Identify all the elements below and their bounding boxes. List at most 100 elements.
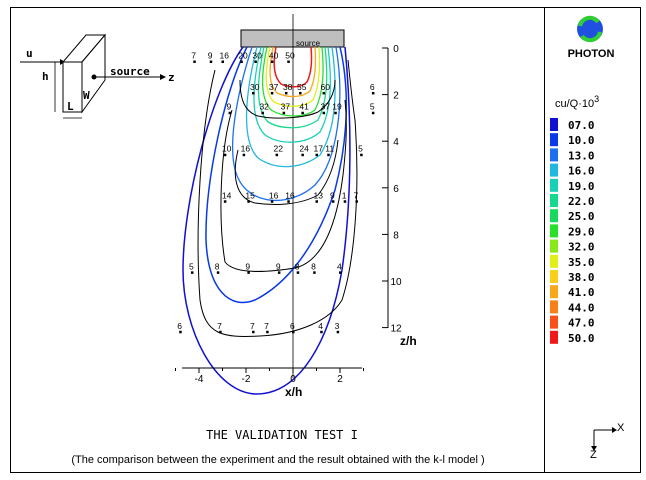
x-tick-label: 2 (337, 374, 343, 385)
measurement-value: 11 (325, 144, 334, 154)
measurement-value: 10 (222, 144, 232, 154)
measurement-value: 6 (290, 321, 295, 331)
measurement-value: 9 (245, 261, 250, 271)
measurement-value: 5 (370, 102, 375, 112)
measurement-point (371, 111, 375, 115)
measurement-value: 8 (215, 261, 220, 271)
measurement-value: 6 (370, 82, 375, 92)
measurement-point (216, 271, 220, 274)
contour-29 (261, 46, 324, 117)
legend-label: 07.0 (568, 119, 595, 132)
measurement-point (331, 200, 335, 203)
measurement-point (219, 330, 222, 334)
measurement-point (299, 91, 302, 95)
contour-50 (273, 46, 313, 88)
legend-swatch (550, 270, 558, 283)
measurement-point (223, 153, 227, 157)
measurement-value: 9 (276, 261, 281, 271)
legend-label: 41.0 (568, 286, 595, 299)
legend-label: 10.0 (568, 134, 595, 147)
photon-logo: PHOTON (568, 15, 615, 60)
measurement-point (322, 111, 326, 115)
measurement-value: 7 (217, 321, 222, 331)
legend-label: 38.0 (568, 271, 595, 284)
contour-07 (182, 46, 351, 395)
measurement-point (355, 200, 358, 203)
z-tick-label: 4 (393, 137, 399, 148)
measurement-point (252, 91, 255, 95)
measurement-point (221, 60, 224, 63)
measurement-point (360, 153, 363, 157)
figure-title: THE VALIDATION TEST I (206, 428, 358, 442)
z-axis-ticks: 0 2 4 6 8 10 12 (382, 44, 402, 335)
measurement-value: 37 (281, 102, 291, 112)
logo-text: PHOTON (568, 48, 615, 60)
legend-label: 44.0 (568, 301, 595, 314)
legend-label: 50.0 (568, 332, 595, 345)
measurement-value: 7 (250, 321, 255, 331)
z-tick-label: 6 (393, 184, 399, 195)
legend-swatch (550, 300, 558, 314)
measurement-value: 20 (238, 50, 248, 60)
measurement-point (240, 60, 243, 63)
measurement-point (209, 60, 213, 63)
measurement-value: 3 (335, 321, 340, 331)
x-tick-label: -4 (195, 374, 204, 385)
legend-label: 25.0 (568, 210, 595, 223)
z-tick-label: 12 (390, 324, 402, 335)
contour-35 (265, 46, 321, 107)
legend-swatch (550, 148, 558, 162)
measurement-point (313, 271, 316, 274)
measurement-point (270, 200, 274, 203)
measurement-value: 17 (314, 144, 324, 154)
measurement-value: 4 (337, 261, 342, 271)
legend-label: 16.0 (568, 165, 595, 178)
measurement-value: 8 (311, 261, 316, 271)
legend-title: cu/Q·103 (555, 94, 599, 110)
measurement-value: 9 (227, 102, 232, 112)
w-label: W (83, 89, 90, 102)
figure-caption: (The comparison between the experiment a… (71, 454, 484, 466)
measurement-point (322, 91, 326, 95)
measurement-value: 7 (264, 321, 269, 331)
z-tick-label: 8 (393, 230, 399, 241)
legend-swatch (550, 315, 558, 329)
measurement-value: 16 (285, 190, 295, 200)
measurement-point (275, 153, 279, 157)
measurement-value: 15 (245, 190, 255, 200)
measurement-point (371, 91, 375, 95)
x-tick-label: 0 (290, 374, 296, 385)
measurement-point (287, 200, 290, 203)
legend-swatch (550, 330, 558, 344)
measurement-value: 7 (191, 50, 196, 60)
measurement-point (190, 271, 194, 274)
measurement-point (277, 271, 281, 274)
measurement-point (270, 91, 274, 95)
measurement-value: 9 (208, 50, 213, 60)
z-axis-label: z/h (400, 334, 417, 348)
measurement-point (179, 330, 182, 334)
measurement-point (254, 60, 257, 63)
measurement-point (343, 200, 347, 203)
measurement-point (261, 111, 264, 115)
exp-isoline-14 (234, 139, 339, 205)
measurement-point (284, 91, 288, 95)
measurement-point (296, 271, 300, 274)
plot-source-label: source (296, 39, 321, 48)
legend-swatch (550, 209, 558, 223)
measurement-value: 37 (269, 82, 279, 92)
z-arrow-head (160, 74, 166, 80)
measurement-point (334, 111, 337, 115)
schematic-diagram: u h L W source z (20, 33, 175, 119)
measurement-point (247, 271, 250, 274)
measurement-value: 8 (295, 261, 300, 271)
legend-label: 32.0 (568, 241, 595, 254)
measurement-value: 50 (285, 50, 295, 60)
legend-swatch (550, 118, 558, 131)
measurement-point (336, 330, 340, 334)
u-label: u (26, 47, 33, 60)
orientation-indicator: X Z (590, 422, 625, 461)
